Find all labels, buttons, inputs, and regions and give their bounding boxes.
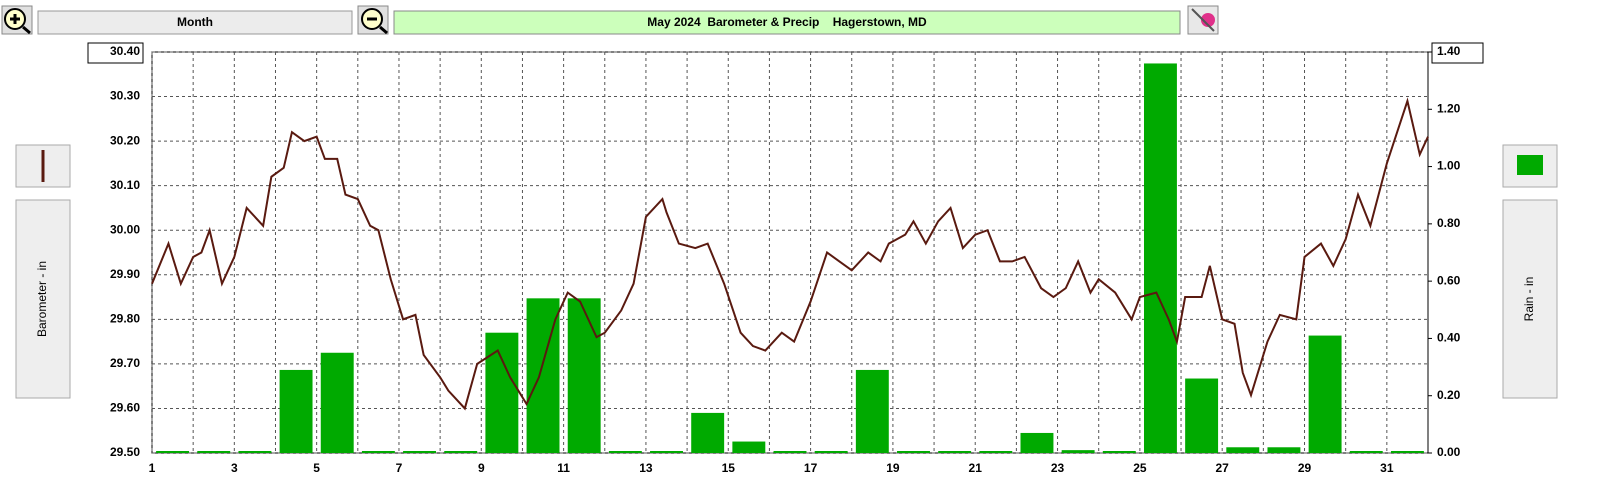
y2-axis-label: Rain - in [1522, 277, 1536, 322]
bar [897, 451, 930, 453]
x-tick-label: 19 [886, 461, 900, 475]
chart-title: May 2024 Barometer & Precip Hagerstown, … [647, 15, 927, 29]
y-tick-label: 29.70 [110, 356, 140, 370]
zoom-in-button[interactable] [1, 5, 33, 35]
axis-button[interactable] [1502, 199, 1558, 399]
bar [156, 451, 190, 453]
title-box [393, 10, 1181, 35]
y-tick-label: 30.10 [110, 178, 140, 192]
bar [855, 369, 889, 453]
y-tick-label: 29.80 [110, 312, 140, 326]
bar [1185, 378, 1219, 453]
y-tick-label: 30.30 [110, 89, 140, 103]
bar [732, 441, 766, 453]
y2-tick-label: 1.40 [1437, 44, 1461, 58]
x-tick-label: 15 [722, 461, 736, 475]
x-tick-label: 3 [231, 461, 238, 475]
x-tick-label: 27 [1216, 461, 1230, 475]
bar [485, 332, 519, 453]
tick-box [87, 42, 144, 64]
axis-button[interactable] [15, 199, 71, 399]
period-label: Month [177, 15, 213, 29]
y2-tick-label: 0.00 [1437, 445, 1461, 459]
bar [1267, 447, 1301, 453]
barometer-line [151, 97, 1429, 411]
x-tick-label: 29 [1298, 461, 1312, 475]
bar [814, 451, 848, 453]
bar [773, 451, 807, 453]
tick-box [1431, 42, 1484, 64]
bar [1226, 447, 1260, 453]
y2-tick-label: 1.00 [1437, 159, 1461, 173]
x-tick-label: 31 [1380, 461, 1394, 475]
bar [1390, 451, 1424, 453]
bar [1308, 335, 1342, 453]
x-tick-label: 25 [1133, 461, 1147, 475]
bar [1143, 63, 1177, 453]
y-tick-label: 29.50 [110, 445, 140, 459]
y-tick-label: 30.40 [110, 44, 140, 58]
bar [1349, 451, 1383, 453]
y-tick-label: 30.00 [110, 222, 140, 236]
y2-tick-label: 1.20 [1437, 101, 1461, 115]
bar [608, 451, 642, 453]
legend-swatch [1517, 155, 1543, 175]
y2-tick-label: 0.40 [1437, 331, 1461, 345]
bar [979, 451, 1013, 453]
x-tick-label: 17 [804, 461, 818, 475]
zoom-out-button[interactable] [357, 5, 389, 35]
x-tick-label: 23 [1051, 461, 1065, 475]
bar [1061, 450, 1095, 453]
x-tick-label: 13 [639, 461, 653, 475]
bar [361, 451, 395, 453]
x-tick-label: 7 [396, 461, 403, 475]
bar [938, 451, 972, 453]
y-tick-label: 29.60 [110, 401, 140, 415]
bar [279, 369, 313, 453]
x-tick-label: 11 [557, 461, 570, 475]
y2-tick-label: 0.80 [1437, 216, 1461, 230]
bar [197, 451, 231, 453]
x-tick-label: 21 [969, 461, 983, 475]
bar [691, 412, 725, 453]
y-tick-label: 29.90 [110, 267, 140, 281]
bar [567, 298, 601, 453]
y-axis-label: Barometer - in [35, 261, 49, 337]
x-tick-label: 1 [149, 461, 156, 475]
y-tick-label: 30.20 [110, 133, 140, 147]
bar [238, 451, 272, 453]
y2-tick-label: 0.60 [1437, 273, 1461, 287]
x-tick-label: 9 [478, 461, 485, 475]
x-tick-label: 5 [313, 461, 320, 475]
settings-icon[interactable] [1187, 5, 1219, 35]
period-button[interactable] [37, 10, 353, 35]
bar [1020, 432, 1054, 453]
bar [403, 451, 437, 453]
y2-tick-label: 0.20 [1437, 388, 1461, 402]
bar [650, 451, 683, 453]
bar [320, 352, 354, 453]
bar [1102, 451, 1136, 453]
bar [444, 451, 478, 453]
